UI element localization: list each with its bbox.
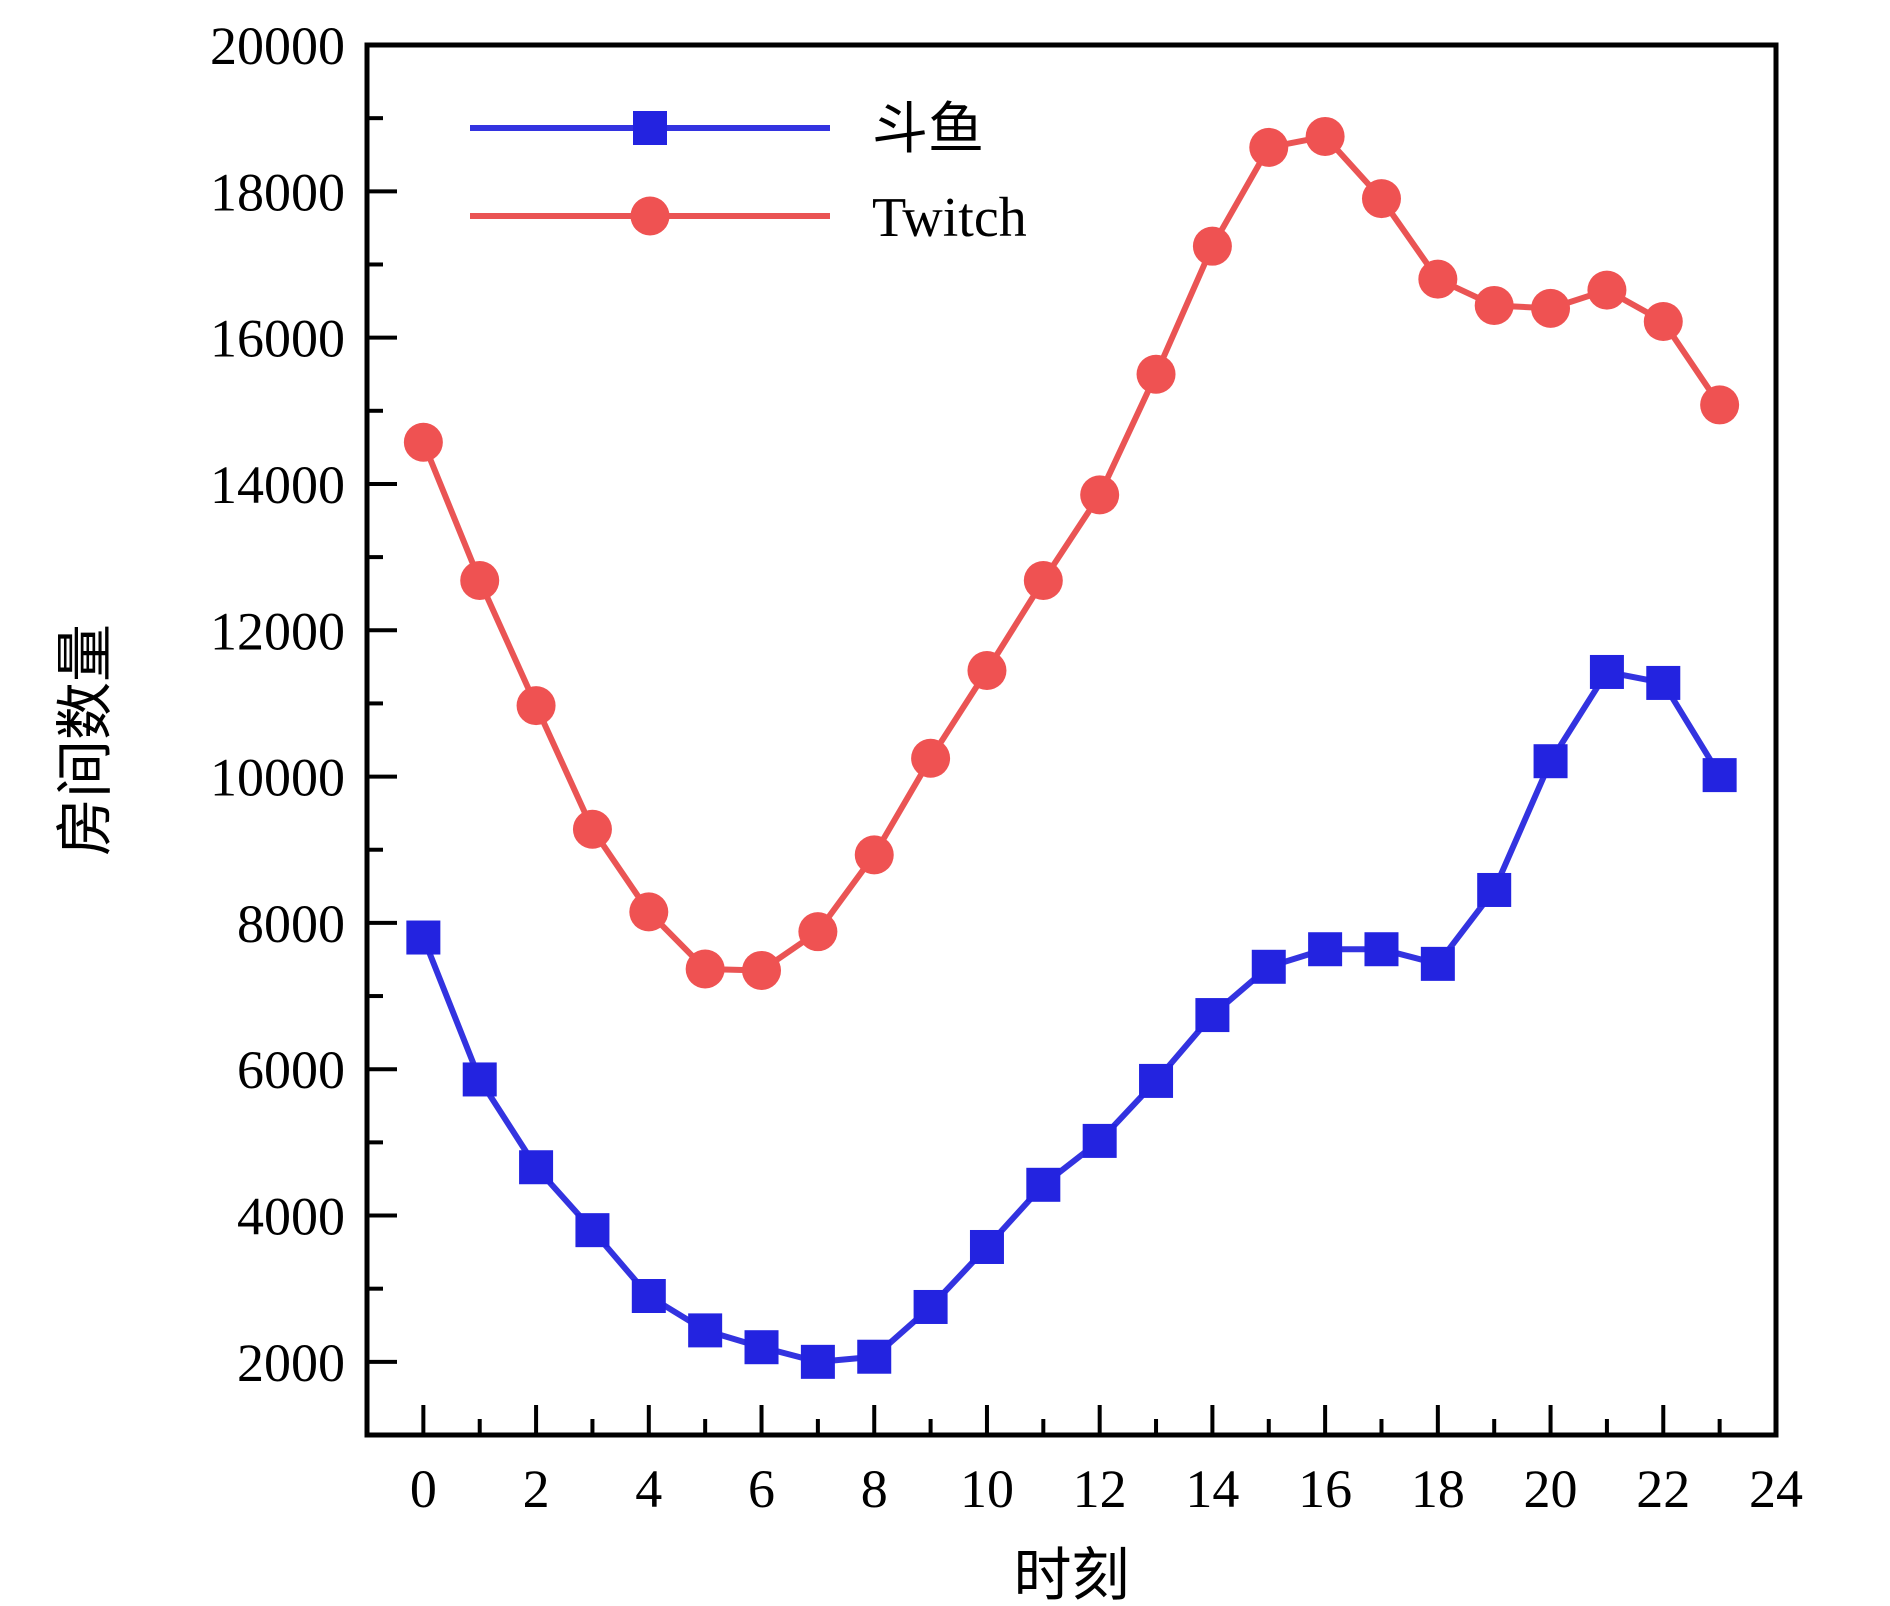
x-tick-label: 12 — [1073, 1459, 1127, 1519]
data-point-marker — [1364, 932, 1399, 967]
x-tick-label: 8 — [861, 1459, 888, 1519]
data-point-marker — [1249, 127, 1289, 167]
x-tick-label: 20 — [1524, 1459, 1578, 1519]
data-point-marker — [688, 1313, 723, 1348]
data-point-marker — [1531, 288, 1571, 328]
data-point-marker — [519, 1150, 554, 1185]
legend-label: Twitch — [872, 187, 1027, 249]
data-point-marker — [798, 912, 838, 952]
series-twitch — [403, 116, 1740, 990]
data-point-marker — [800, 1344, 835, 1379]
data-point-marker — [1477, 872, 1512, 907]
x-tick-label: 16 — [1298, 1459, 1352, 1519]
data-point-marker — [744, 1330, 779, 1365]
data-point-marker — [1420, 946, 1455, 981]
data-point-marker — [629, 892, 669, 932]
x-tick-label: 14 — [1185, 1459, 1239, 1519]
data-point-marker — [1361, 179, 1401, 219]
data-point-marker — [1533, 744, 1568, 779]
data-point-marker — [969, 1229, 1004, 1264]
data-point-marker — [1589, 654, 1624, 689]
data-point-marker — [1192, 226, 1232, 266]
legend: 斗鱼 Twitch — [470, 99, 1027, 249]
y-tick-label: 4000 — [237, 1187, 345, 1247]
data-point-marker — [1702, 758, 1737, 793]
data-point-marker — [1136, 354, 1176, 394]
data-point-marker — [1082, 1123, 1117, 1158]
y-tick-label: 14000 — [210, 455, 345, 515]
legend-item-douyu: 斗鱼 — [470, 99, 984, 161]
plot-box — [364, 42, 1779, 1438]
x-tick-label: 4 — [635, 1459, 662, 1519]
data-point-marker — [631, 1279, 666, 1313]
legend-marker — [630, 196, 670, 236]
y-tick-label: 18000 — [210, 162, 345, 222]
x-tick-label: 0 — [410, 1459, 437, 1519]
data-point-marker — [1587, 270, 1627, 310]
data-point-marker — [572, 809, 612, 849]
x-axis-title: 时刻 — [1013, 1543, 1129, 1606]
y-tick-label: 10000 — [210, 748, 345, 808]
legend-item-twitch: Twitch — [470, 187, 1027, 249]
y-tick-label: 12000 — [210, 601, 345, 661]
data-point-marker — [1474, 285, 1514, 325]
y-tick-label: 6000 — [237, 1040, 345, 1100]
y-axis-title: 房间数量 — [53, 624, 118, 856]
series-line — [420, 668, 1723, 1365]
data-point-marker — [460, 561, 500, 601]
series-group — [403, 116, 1740, 1379]
y-tick-label: 2000 — [237, 1333, 345, 1393]
data-point-marker — [854, 835, 894, 875]
data-point-marker — [911, 738, 951, 778]
data-point-marker — [1195, 998, 1230, 1033]
legend-marker — [633, 111, 667, 145]
x-tick-label: 24 — [1749, 1459, 1803, 1519]
data-point-marker — [403, 422, 443, 462]
data-point-marker — [1023, 561, 1063, 601]
data-point-marker — [1139, 1063, 1174, 1098]
data-point-marker — [857, 1339, 892, 1374]
data-point-marker — [1305, 116, 1345, 156]
data-point-marker — [406, 920, 441, 955]
data-point-marker — [575, 1213, 610, 1248]
data-point-marker — [1251, 949, 1286, 984]
data-point-marker — [1308, 932, 1343, 967]
legend-label: 斗鱼 — [872, 99, 984, 161]
data-point-marker — [1418, 259, 1458, 299]
x-tick-label: 22 — [1636, 1459, 1690, 1519]
axis-tick-labels: 2000 4000 6000 8000 10000 12000 14000 16000 1800… — [53, 16, 1803, 1606]
series-douyu — [406, 654, 1737, 1379]
data-point-marker — [1026, 1167, 1061, 1202]
data-point-marker — [742, 950, 782, 990]
data-point-marker — [913, 1289, 948, 1324]
x-tick-label: 2 — [523, 1459, 550, 1519]
data-point-marker — [1080, 475, 1120, 515]
data-point-marker — [516, 686, 556, 726]
x-tick-label: 10 — [960, 1459, 1014, 1519]
y-tick-label: 20000 — [210, 16, 345, 76]
series-line — [420, 133, 1723, 974]
axis-ticks — [367, 43, 1778, 1435]
data-point-marker — [967, 651, 1007, 690]
x-tick-label: 18 — [1411, 1459, 1465, 1519]
data-point-marker — [1646, 665, 1681, 700]
y-tick-label: 8000 — [237, 894, 345, 954]
data-point-marker — [1643, 302, 1683, 342]
axes — [364, 42, 1779, 1438]
x-tick-label: 6 — [748, 1459, 775, 1519]
data-point-marker — [1700, 385, 1740, 425]
y-tick-label: 16000 — [210, 309, 345, 369]
data-point-marker — [462, 1062, 497, 1097]
data-point-marker — [685, 949, 725, 989]
